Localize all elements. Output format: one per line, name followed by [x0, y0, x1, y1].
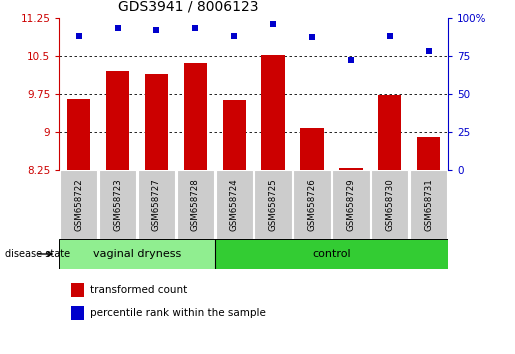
- Bar: [332, 170, 369, 239]
- Text: GDS3941 / 8006123: GDS3941 / 8006123: [117, 0, 258, 14]
- Text: GSM658726: GSM658726: [307, 178, 316, 231]
- Text: control: control: [312, 249, 351, 259]
- Bar: [71, 283, 84, 297]
- Text: GSM658729: GSM658729: [347, 178, 355, 231]
- Bar: [371, 170, 408, 239]
- Bar: [216, 170, 253, 239]
- Point: [75, 33, 83, 39]
- Bar: [222, 100, 246, 170]
- Bar: [410, 170, 447, 239]
- Bar: [215, 239, 448, 269]
- Text: GSM658724: GSM658724: [230, 178, 238, 231]
- Point: [269, 21, 277, 27]
- Text: GSM658723: GSM658723: [113, 178, 122, 231]
- Bar: [262, 55, 285, 170]
- Bar: [184, 63, 207, 170]
- Text: vaginal dryness: vaginal dryness: [93, 249, 181, 259]
- Text: percentile rank within the sample: percentile rank within the sample: [90, 308, 266, 318]
- Point: [191, 25, 199, 31]
- Text: GSM658728: GSM658728: [191, 178, 200, 231]
- Bar: [145, 74, 168, 170]
- Text: GSM658731: GSM658731: [424, 178, 433, 231]
- Bar: [339, 169, 363, 170]
- Bar: [300, 128, 323, 170]
- Bar: [71, 306, 84, 320]
- Bar: [59, 239, 215, 269]
- Bar: [67, 99, 90, 170]
- Bar: [99, 170, 136, 239]
- Bar: [378, 95, 401, 170]
- Bar: [106, 71, 129, 170]
- Bar: [417, 137, 440, 170]
- Point: [386, 33, 394, 39]
- Bar: [294, 170, 331, 239]
- Text: GSM658722: GSM658722: [74, 178, 83, 231]
- Point: [152, 27, 161, 33]
- Point: [230, 33, 238, 39]
- Point: [347, 57, 355, 63]
- Bar: [254, 170, 291, 239]
- Bar: [60, 170, 97, 239]
- Text: GSM658725: GSM658725: [269, 178, 278, 231]
- Text: disease state: disease state: [5, 249, 70, 259]
- Point: [113, 25, 122, 31]
- Bar: [138, 170, 175, 239]
- Point: [424, 48, 433, 54]
- Text: transformed count: transformed count: [90, 285, 187, 295]
- Bar: [177, 170, 214, 239]
- Text: GSM658727: GSM658727: [152, 178, 161, 231]
- Text: GSM658730: GSM658730: [385, 178, 394, 231]
- Point: [308, 35, 316, 40]
